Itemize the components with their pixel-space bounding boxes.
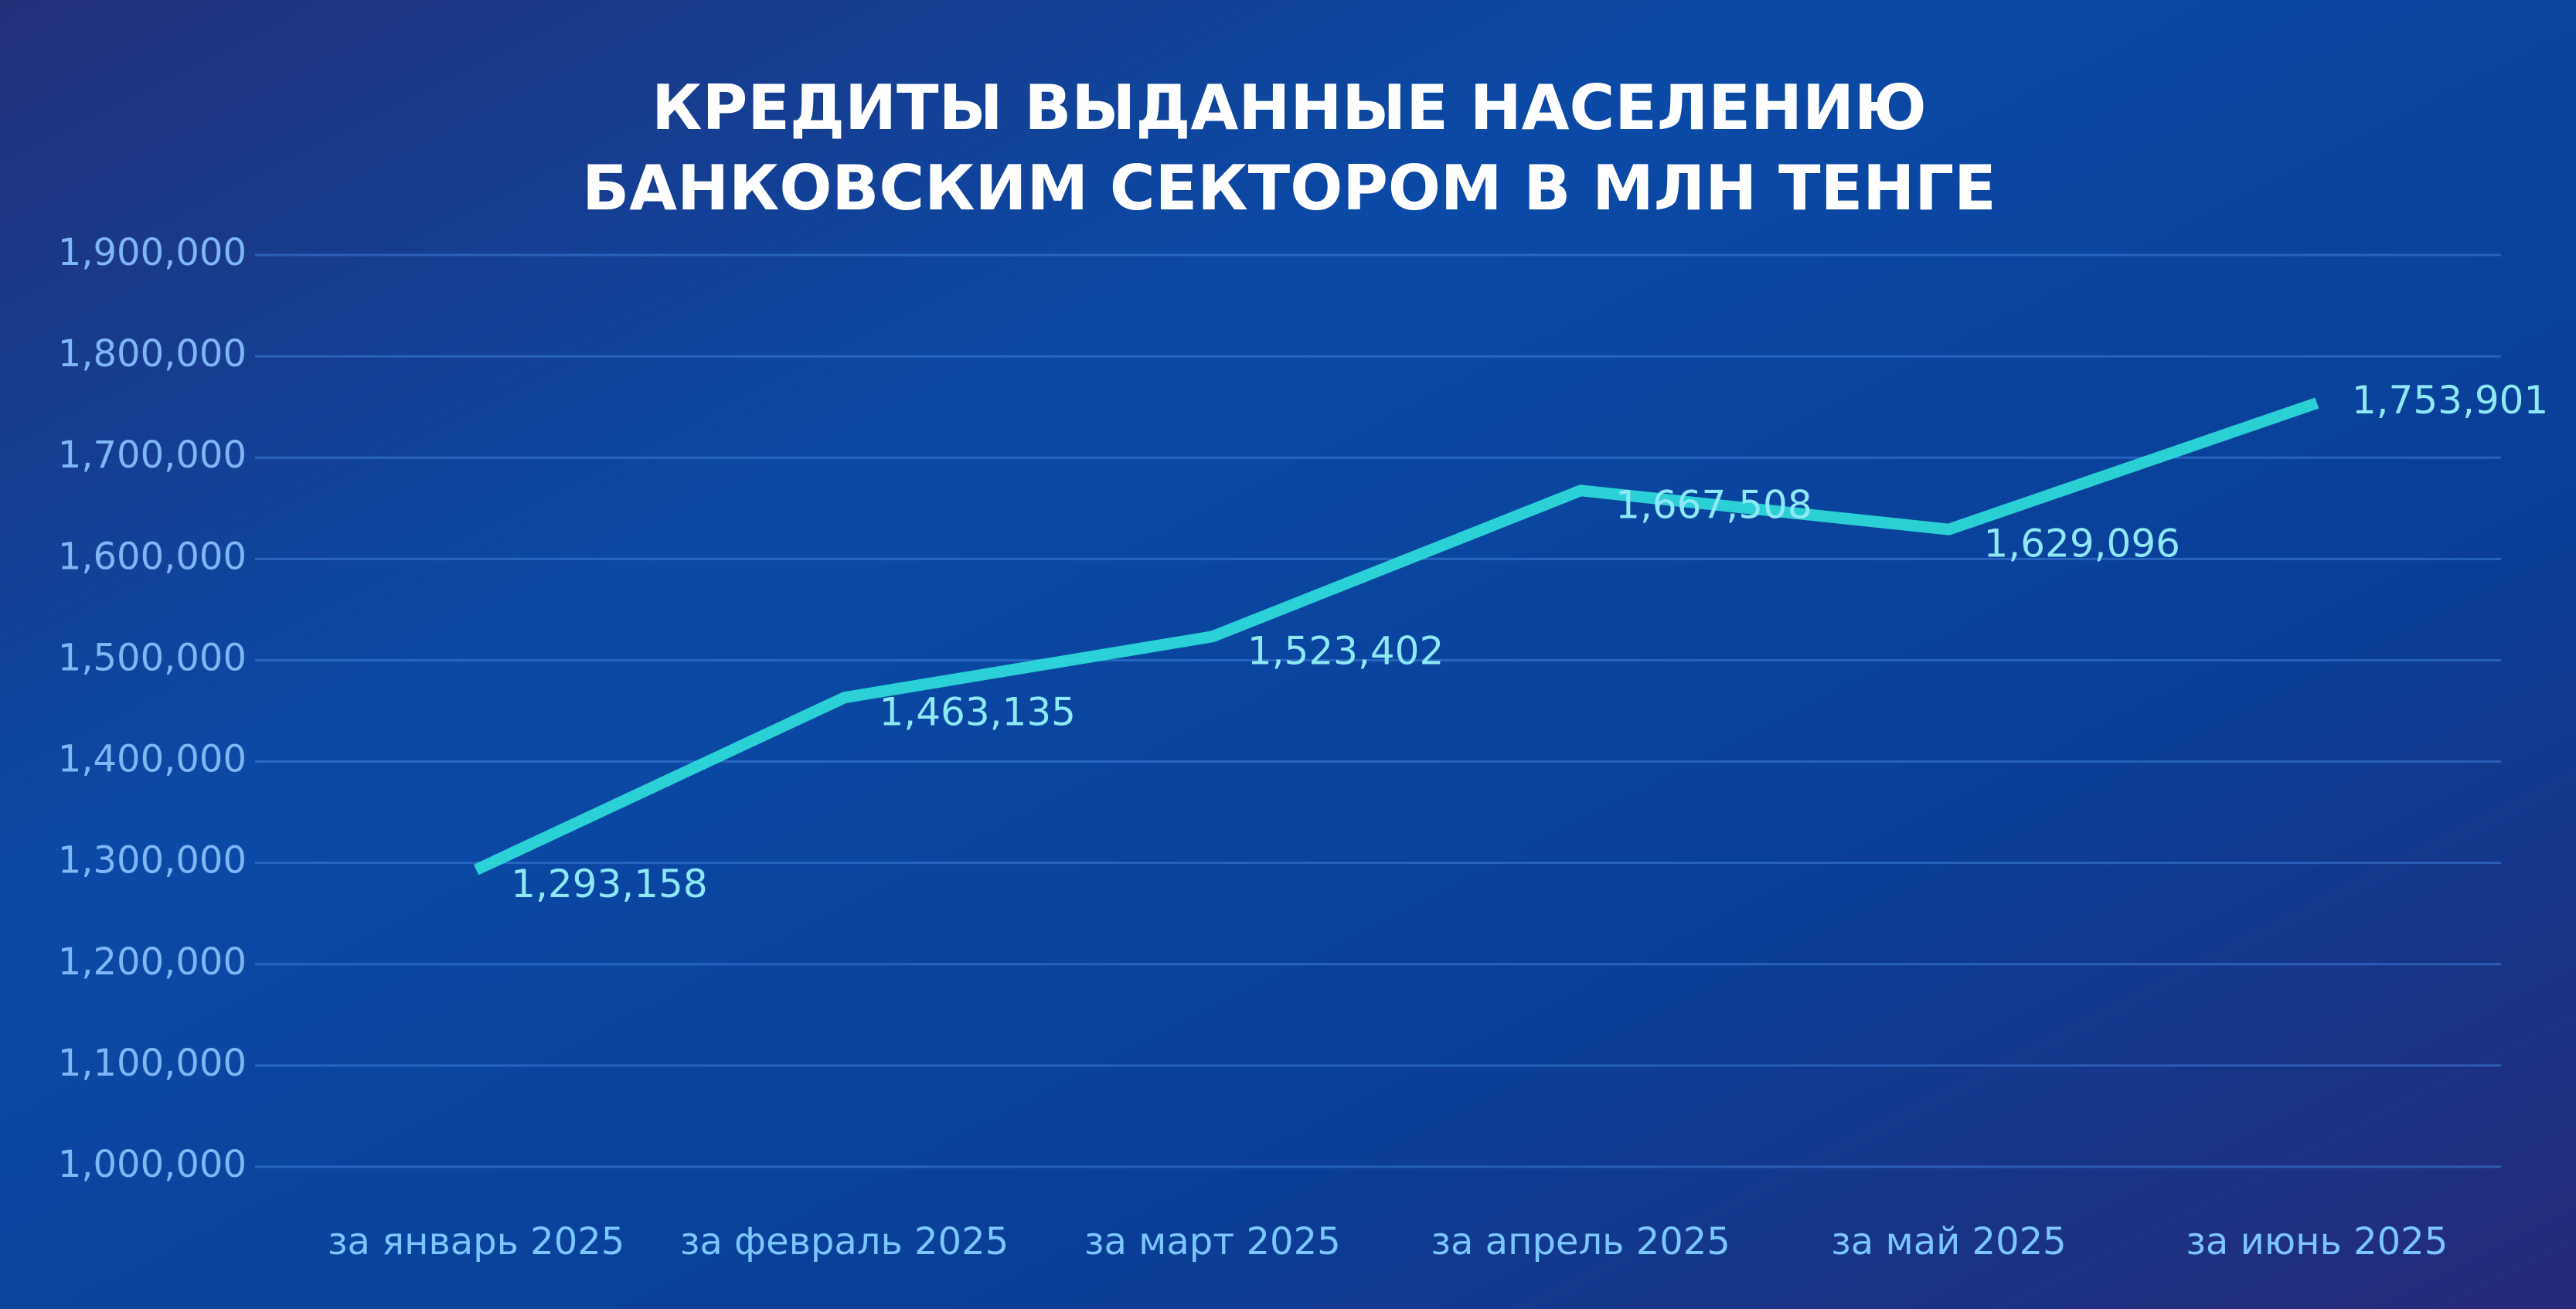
- y-tick-label: 1,100,000: [58, 1042, 247, 1085]
- x-tick-label: за июнь 2025: [2186, 1220, 2448, 1263]
- y-tick-label: 1,300,000: [58, 839, 247, 882]
- y-tick-label: 1,500,000: [58, 636, 247, 679]
- x-tick-label: за май 2025: [1831, 1220, 2066, 1263]
- y-tick-label: 1,600,000: [58, 535, 247, 578]
- x-tick-label: за март 2025: [1084, 1220, 1341, 1263]
- x-tick-label: за февраль 2025: [680, 1220, 1009, 1263]
- y-tick-label: 1,700,000: [58, 434, 247, 477]
- data-label: 1,629,096: [1984, 522, 2180, 566]
- chart-title: БАНКОВСКИМ СЕКТОРОМ В МЛН ТЕНГЕ: [582, 152, 1996, 224]
- y-tick-label: 1,400,000: [58, 738, 247, 781]
- y-tick-label: 1,800,000: [58, 332, 247, 376]
- data-label: 1,293,158: [511, 862, 707, 906]
- y-tick-label: 1,000,000: [58, 1143, 247, 1186]
- data-label: 1,463,135: [880, 689, 1076, 734]
- y-tick-label: 1,200,000: [58, 940, 247, 984]
- x-tick-label: за январь 2025: [328, 1220, 624, 1263]
- data-label: 1,523,402: [1247, 628, 1444, 673]
- y-tick-label: 1,900,000: [58, 231, 247, 274]
- data-label: 1,753,901: [2352, 378, 2548, 423]
- data-label: 1,667,508: [1615, 482, 1812, 527]
- chart-title: КРЕДИТЫ ВЫДАННЫЕ НАСЕЛЕНИЮ: [652, 72, 1927, 144]
- x-tick-label: за апрель 2025: [1431, 1220, 1730, 1263]
- line: [473, 397, 2319, 876]
